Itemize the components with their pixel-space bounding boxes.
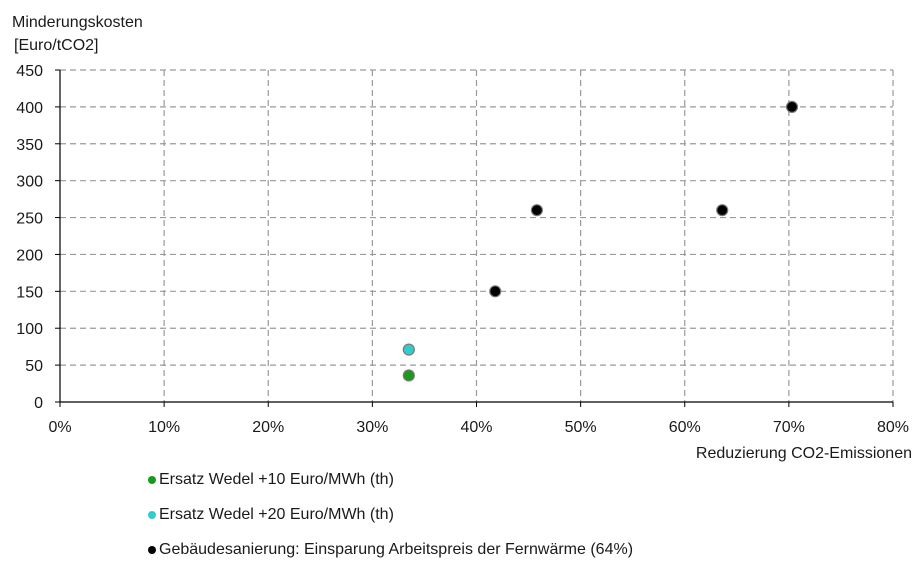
y-tick-label: 50 (25, 358, 43, 375)
legend-marker (148, 475, 156, 484)
legend-item-wedel-20: Ersatz Wedel +20 Euro/MWh (th) (148, 497, 633, 532)
legend-item-gebaeudesanierung: Gebäudesanierung: Einsparung Arbeitsprei… (148, 532, 633, 567)
data-point (402, 343, 415, 356)
y-axis-label-line2: [Euro/tCO2] (14, 37, 98, 54)
y-tick-label: 450 (16, 63, 43, 80)
legend-marker (148, 510, 156, 519)
data-point (402, 369, 415, 382)
x-tick-label: 10% (148, 419, 180, 436)
y-tick-label: 100 (16, 321, 43, 338)
x-tick-label: 40% (460, 419, 492, 436)
x-tick-label: 80% (877, 419, 909, 436)
legend-label: Ersatz Wedel +10 Euro/MWh (th) (159, 470, 394, 488)
y-tick-label: 0 (34, 395, 43, 412)
legend-marker (148, 545, 156, 554)
legend-label: Gebäudesanierung: Einsparung Arbeitsprei… (159, 540, 634, 558)
y-tick-label: 150 (16, 284, 43, 301)
legend-item-wedel-10: Ersatz Wedel +10 Euro/MWh (th) (148, 462, 633, 497)
grid-lines (60, 69, 894, 402)
y-tick-label: 200 (16, 247, 43, 264)
x-tick-label: 30% (356, 419, 388, 436)
data-point (489, 285, 502, 298)
x-axis-label: Reduzierung CO2-Emissionen (696, 445, 912, 462)
x-tick-label: 50% (565, 419, 597, 436)
data-point (716, 204, 729, 217)
y-tick-labels: 0 50 100 150 200 250 300 350 400 450 (16, 63, 43, 412)
data-points (402, 100, 799, 382)
data-point (785, 100, 799, 113)
legend-label: Ersatz Wedel +20 Euro/MWh (th) (159, 505, 394, 523)
y-tick-label: 350 (16, 137, 43, 154)
x-tick-label: 20% (252, 419, 284, 436)
y-tick-label: 400 (16, 100, 43, 117)
y-tick-label: 300 (16, 174, 43, 191)
axes (55, 69, 894, 407)
legend: Ersatz Wedel +10 Euro/MWh (th) Ersatz We… (148, 462, 633, 567)
x-tick-labels: 0% 10% 20% 30% 40% 50% 60% 70% 80% (48, 419, 909, 436)
x-tick-label: 70% (773, 419, 805, 436)
y-axis-label-line1: Minderungskosten (12, 14, 143, 31)
y-tick-label: 250 (16, 211, 43, 228)
x-tick-label: 0% (48, 419, 71, 436)
x-tick-label: 60% (669, 419, 701, 436)
data-point (530, 204, 543, 217)
